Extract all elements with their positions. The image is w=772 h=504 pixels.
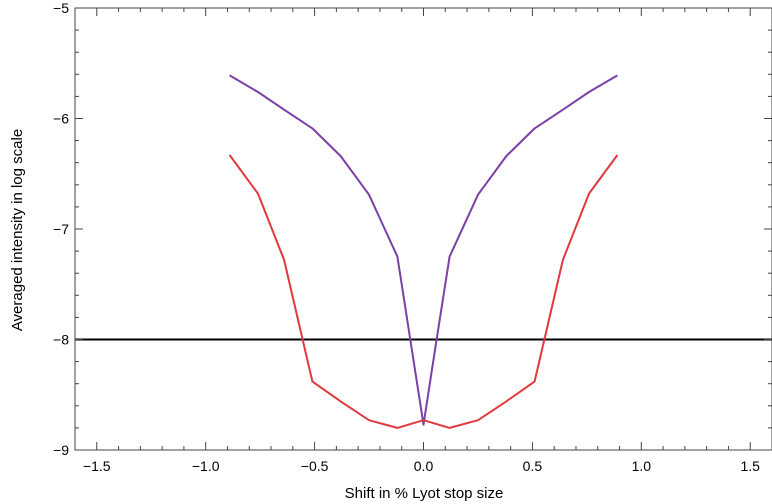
labels-layer: Shift in % Lyot stop size Averaged inten… bbox=[9, 129, 503, 502]
x-tick-label: 1.5 bbox=[740, 458, 760, 474]
y-tick-label: −8 bbox=[53, 332, 69, 348]
series-layer bbox=[75, 74, 772, 429]
axes-layer: −1.5 −1.0 −0.5 0.0 0.5 1.0 1.5 −5 −6 −7 −8 −9 bbox=[53, 0, 772, 474]
x-tick-label: 0.0 bbox=[414, 458, 434, 474]
x-axis-label: Shift in % Lyot stop size bbox=[345, 485, 504, 502]
x-tick-label: 0.5 bbox=[523, 458, 543, 474]
x-tick-label: −1.5 bbox=[83, 458, 111, 474]
y-tick-label: −5 bbox=[53, 0, 69, 16]
series-line-2 bbox=[228, 154, 619, 429]
y-tick-label: −7 bbox=[53, 221, 69, 237]
x-tick-label: −1.0 bbox=[192, 458, 220, 474]
y-tick-label: −6 bbox=[53, 111, 69, 127]
x-tick-label: −0.5 bbox=[301, 458, 329, 474]
y-tick-label: −9 bbox=[53, 442, 69, 458]
series-line-1 bbox=[229, 74, 618, 426]
plot-frame bbox=[74, 7, 772, 451]
x-tick-label: 1.0 bbox=[632, 458, 652, 474]
y-axis-label: Averaged intensity in log scale bbox=[9, 129, 26, 331]
